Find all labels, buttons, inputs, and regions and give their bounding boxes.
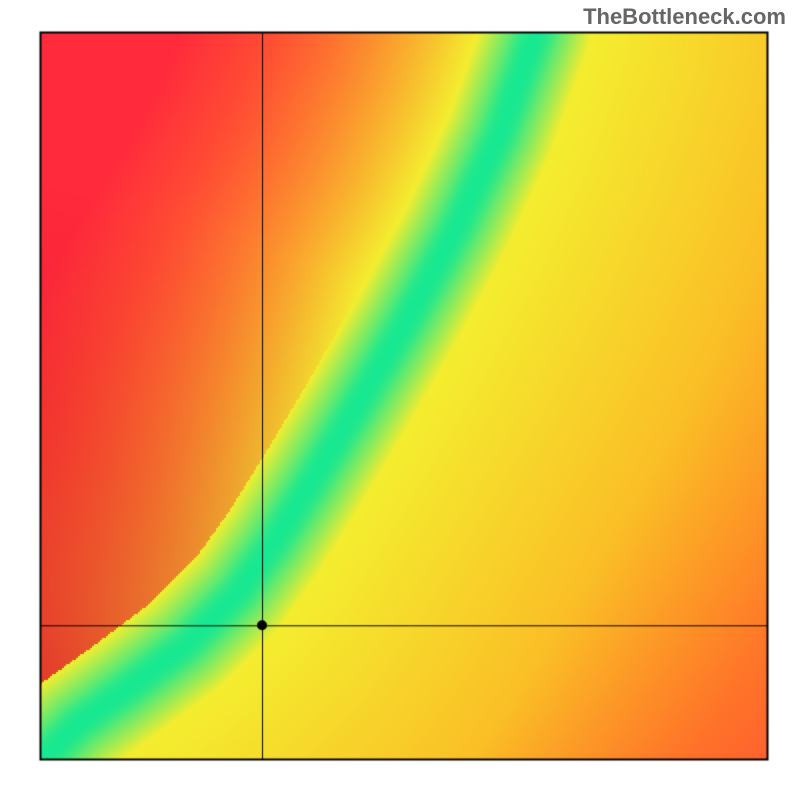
watermark-text: TheBottleneck.com xyxy=(583,4,786,30)
heatmap-canvas xyxy=(0,0,800,800)
chart-container: TheBottleneck.com xyxy=(0,0,800,800)
